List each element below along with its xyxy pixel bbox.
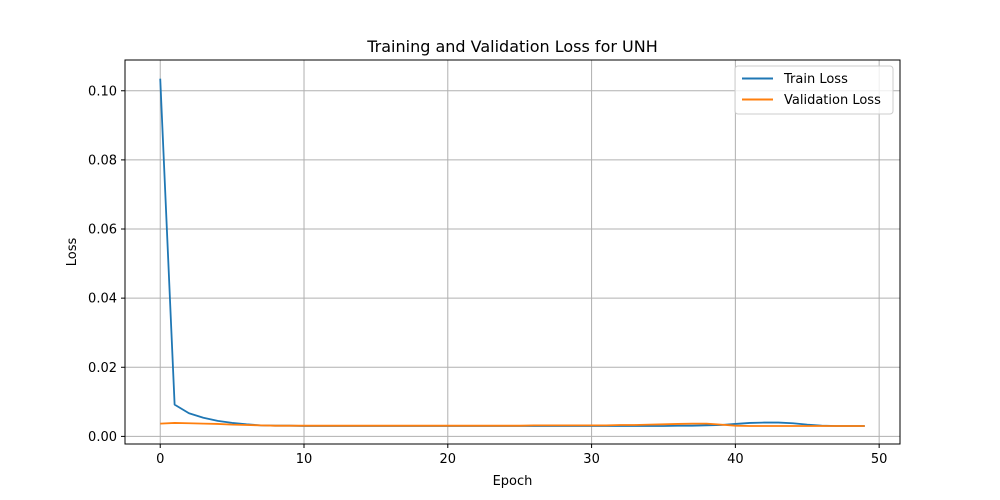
y-axis-ticks: 0.00 0.02 0.04 0.06 0.08 0.10 [88, 84, 125, 445]
x-axis-label: Epoch [493, 474, 533, 489]
y-tick-label: 0.08 [88, 153, 117, 168]
series-lines [159, 78, 865, 427]
y-tick-label: 0.10 [88, 84, 117, 99]
y-axis-label: Loss [65, 238, 80, 267]
x-axis-ticks: 0 10 20 30 40 50 [156, 444, 887, 467]
legend-label-train-loss: Train Loss [783, 72, 848, 87]
x-tick-label: 40 [727, 452, 744, 467]
grid-lines [125, 60, 900, 444]
x-tick-label: 30 [583, 452, 600, 467]
plot-frame [124, 59, 901, 445]
y-tick-label: 0.06 [88, 223, 117, 238]
x-tick-label: 50 [871, 452, 888, 467]
x-tick-label: 20 [440, 452, 457, 467]
x-tick-label: 0 [156, 452, 164, 467]
legend: Train Loss Validation Loss [734, 65, 894, 115]
series-line-validation-loss [160, 422, 865, 427]
y-tick-label: 0.02 [88, 361, 117, 376]
x-tick-label: 10 [296, 452, 313, 467]
legend-label-validation-loss: Validation Loss [784, 93, 881, 108]
y-tick-label: 0.04 [88, 292, 117, 307]
chart-title: Training and Validation Loss for UNH [366, 37, 657, 56]
legend-box [734, 65, 894, 115]
y-tick-label: 0.00 [88, 430, 117, 445]
